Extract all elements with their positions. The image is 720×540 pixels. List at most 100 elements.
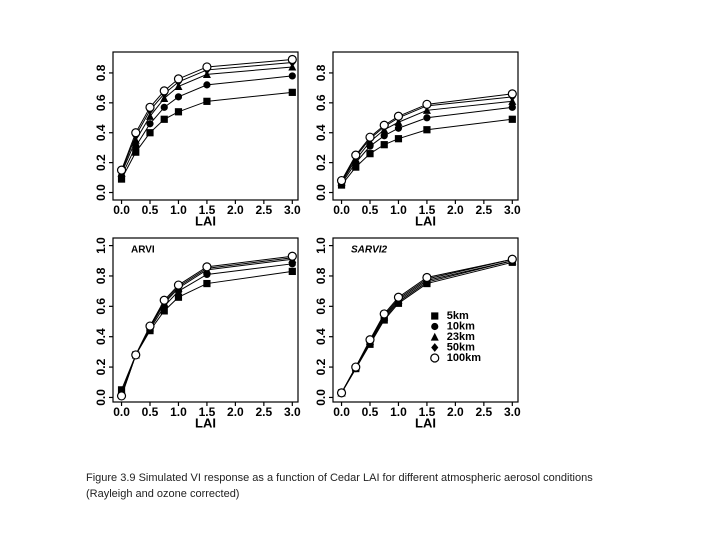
x-tick-label: 3.0 bbox=[504, 203, 521, 217]
data-point bbox=[203, 279, 211, 288]
data-point bbox=[351, 362, 361, 372]
chart-title: SARVI2 bbox=[351, 245, 388, 256]
x-tick-label: 0.0 bbox=[333, 405, 350, 419]
y-tick-label: 0.6 bbox=[314, 298, 328, 315]
data-point bbox=[202, 62, 212, 72]
chart-title: ARVI bbox=[131, 245, 155, 256]
data-point bbox=[145, 102, 155, 112]
y-tick-label: 0.2 bbox=[314, 154, 328, 171]
x-tick-label: 2.0 bbox=[447, 405, 464, 419]
data-point bbox=[393, 292, 404, 302]
x-tick-label: 2.5 bbox=[476, 405, 493, 419]
data-point bbox=[423, 126, 431, 134]
y-tick-label: 0.6 bbox=[94, 94, 108, 111]
legend-label: 5km bbox=[447, 310, 469, 322]
x-tick-label: 1.5 bbox=[199, 203, 216, 217]
data-point bbox=[508, 115, 516, 123]
data-point bbox=[288, 72, 296, 80]
data-point bbox=[393, 111, 404, 121]
x-tick-label: 0.0 bbox=[113, 405, 130, 419]
x-tick-label: 3.0 bbox=[284, 203, 301, 217]
y-tick-label: 0.0 bbox=[94, 389, 108, 406]
x-tick-label: 0.0 bbox=[113, 203, 130, 217]
x-tick-label: 2.5 bbox=[476, 203, 493, 217]
data-point bbox=[422, 272, 432, 283]
y-tick-label: 1.0 bbox=[94, 237, 108, 254]
y-tick-label: 0.8 bbox=[94, 64, 108, 81]
x-tick-label: 3.0 bbox=[284, 405, 301, 419]
data-point bbox=[394, 124, 403, 132]
x-tick-label: 0.5 bbox=[142, 203, 159, 217]
x-tick-label: 2.5 bbox=[256, 405, 273, 419]
x-tick-label: 0.5 bbox=[362, 203, 379, 217]
data-point bbox=[287, 54, 297, 65]
y-tick-label: 0.2 bbox=[94, 358, 108, 375]
legend-label: 100km bbox=[447, 352, 481, 364]
data-point bbox=[131, 350, 141, 360]
x-tick-label: 1.0 bbox=[390, 405, 407, 419]
data-point bbox=[422, 99, 432, 109]
x-tick-label: 1.5 bbox=[419, 405, 436, 419]
x-tick-label: 0.0 bbox=[333, 203, 350, 217]
x-tick-label: 2.5 bbox=[256, 203, 273, 217]
x-tick-label: 1.5 bbox=[419, 203, 436, 217]
x-tick-label: 2.0 bbox=[447, 203, 464, 217]
y-tick-label: 0.4 bbox=[314, 124, 328, 141]
legend-label: 10km bbox=[447, 320, 475, 332]
data-point bbox=[352, 163, 360, 171]
y-tick-label: 0.6 bbox=[94, 298, 108, 315]
caption: (Rayleigh and ozone corrected) bbox=[86, 488, 239, 500]
y-tick-label: 0.4 bbox=[94, 124, 108, 141]
data-point bbox=[507, 254, 517, 264]
plot-frame bbox=[112, 237, 299, 403]
data-point bbox=[174, 93, 183, 101]
data-point bbox=[508, 103, 516, 111]
x-tick-label: 0.5 bbox=[142, 405, 159, 419]
caption: Figure 3.9 Simulated VI response as a fu… bbox=[86, 472, 593, 484]
data-point bbox=[202, 262, 212, 272]
data-point bbox=[351, 150, 361, 160]
y-tick-label: 0.4 bbox=[94, 328, 108, 345]
data-point bbox=[146, 120, 154, 128]
y-tick-label: 0.0 bbox=[314, 184, 328, 201]
x-tick-label: 1.0 bbox=[390, 203, 407, 217]
x-tick-label: 1.0 bbox=[170, 405, 187, 419]
data-point bbox=[288, 267, 296, 276]
legend-marker bbox=[430, 353, 440, 363]
data-point bbox=[146, 129, 154, 137]
data-point bbox=[160, 307, 168, 315]
series-line bbox=[121, 75, 293, 177]
y-tick-label: 0.4 bbox=[314, 328, 328, 345]
legend-marker bbox=[431, 322, 439, 331]
data-point bbox=[365, 335, 375, 345]
data-point bbox=[146, 112, 154, 120]
x-tick-label: 2.0 bbox=[227, 405, 244, 419]
y-tick-label: 0.0 bbox=[94, 184, 108, 201]
x-tick-label: 1.5 bbox=[199, 405, 216, 419]
plot-frame bbox=[112, 51, 299, 201]
x-axis-label: LAI bbox=[195, 415, 216, 430]
data-point bbox=[159, 86, 169, 96]
data-point bbox=[423, 114, 431, 122]
x-tick-label: 3.0 bbox=[504, 405, 521, 419]
x-axis-label: LAI bbox=[415, 415, 436, 430]
data-point bbox=[131, 128, 141, 138]
data-point bbox=[288, 88, 296, 96]
y-tick-label: 0.8 bbox=[314, 64, 328, 81]
data-point bbox=[336, 388, 347, 398]
plot-frame bbox=[332, 51, 519, 201]
data-point bbox=[160, 115, 168, 123]
data-point bbox=[366, 150, 374, 158]
data-point bbox=[159, 295, 169, 305]
legend-label: 50km bbox=[447, 341, 475, 353]
data-point bbox=[336, 175, 347, 186]
data-point bbox=[379, 309, 389, 319]
data-point bbox=[132, 142, 140, 150]
data-point bbox=[394, 135, 403, 143]
y-tick-label: 0.8 bbox=[314, 267, 328, 284]
x-axis-label: LAI bbox=[195, 213, 216, 228]
y-tick-label: 0.8 bbox=[94, 267, 108, 284]
data-point bbox=[132, 148, 140, 156]
x-tick-label: 2.0 bbox=[227, 203, 244, 217]
